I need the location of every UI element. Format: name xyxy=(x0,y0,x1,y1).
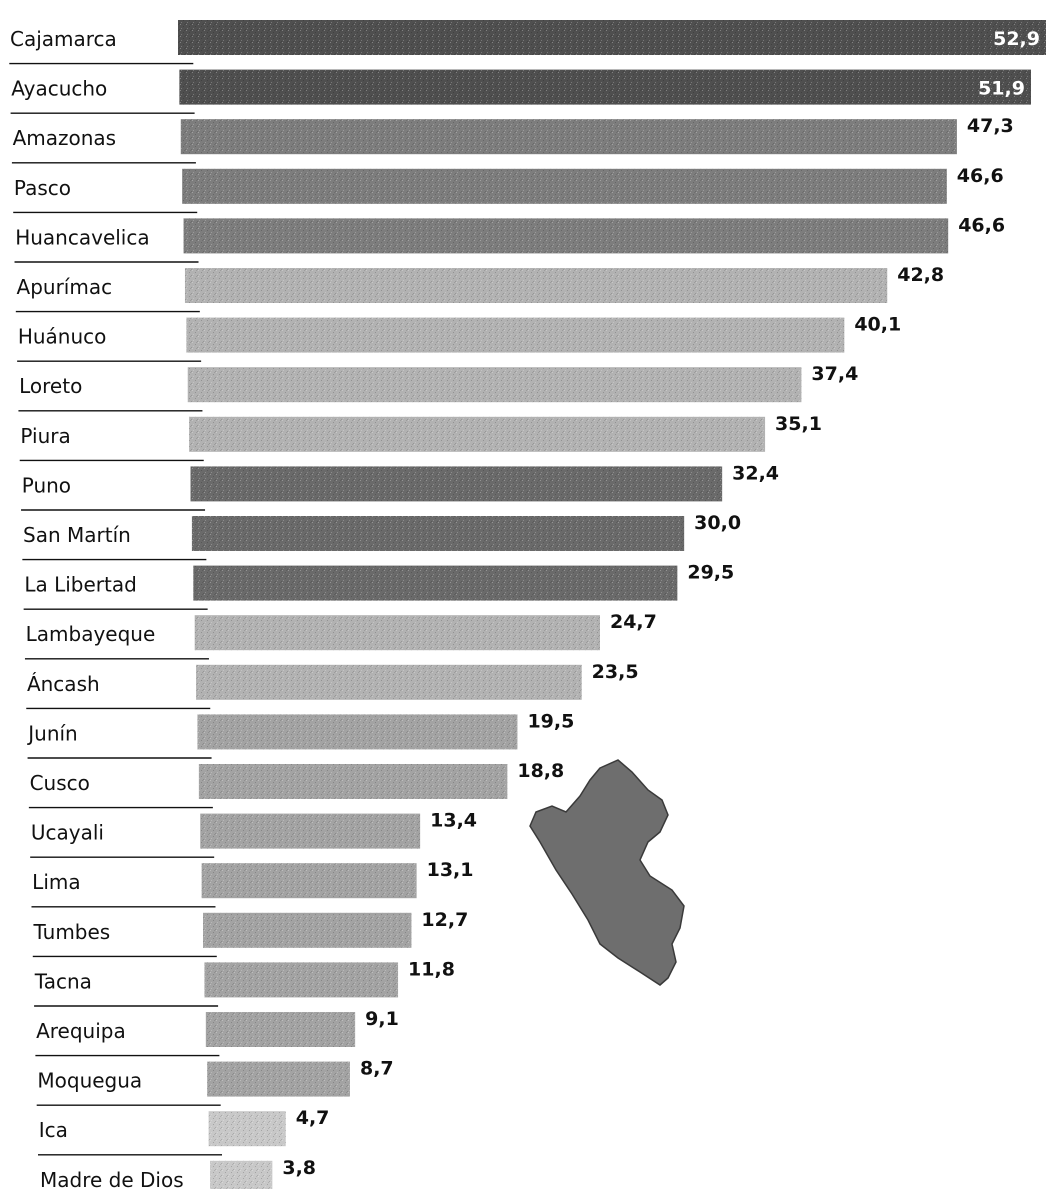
bars-group: Cajamarca 52,9 Ayacucho 51,9 Amazonas 47,3 Pas… xyxy=(9,20,1046,1189)
value-label: 40,1 xyxy=(854,314,901,336)
category-label: Tumbes xyxy=(32,920,110,944)
bar-texture xyxy=(207,1061,350,1097)
category-label: Lambayeque xyxy=(26,622,156,646)
value-label: 4,7 xyxy=(296,1107,330,1129)
value-label: 18,8 xyxy=(517,760,564,782)
value-label: 42,8 xyxy=(897,264,944,286)
category-label: Ica xyxy=(39,1118,68,1142)
category-label: La Libertad xyxy=(24,573,136,597)
bar-texture xyxy=(205,1012,356,1047)
value-label: 47,3 xyxy=(967,115,1014,137)
value-label: 8,7 xyxy=(360,1058,394,1080)
value-label: 9,1 xyxy=(365,1008,399,1030)
category-label: Pasco xyxy=(14,176,71,200)
bar-texture xyxy=(196,664,582,700)
category-label: Ucayali xyxy=(31,821,104,845)
bar-texture xyxy=(178,20,1046,55)
value-label: 23,5 xyxy=(592,661,639,683)
category-label: Puno xyxy=(22,473,71,497)
bar-texture xyxy=(187,367,802,403)
value-label: 29,5 xyxy=(687,562,734,584)
category-label: Cusco xyxy=(30,771,90,795)
bar-texture xyxy=(200,813,421,849)
category-label: Junín xyxy=(26,721,77,745)
category-label: San Martín xyxy=(23,523,131,547)
category-label: Moquegua xyxy=(37,1069,142,1093)
category-label: Arequipa xyxy=(36,1019,126,1043)
value-label: 24,7 xyxy=(610,611,657,633)
peru-map-shape xyxy=(529,759,685,986)
category-label: Huancavelica xyxy=(15,225,149,249)
category-label: Lima xyxy=(32,870,80,894)
value-label: 30,0 xyxy=(694,512,741,534)
bar-texture xyxy=(182,168,947,204)
value-label: 51,9 xyxy=(978,78,1025,100)
value-label: 35,1 xyxy=(775,413,822,435)
bar-texture xyxy=(190,466,723,502)
category-label: Tacna xyxy=(34,969,92,993)
bar-texture xyxy=(186,317,845,353)
bar-texture xyxy=(194,615,600,651)
peru-map-icon xyxy=(529,759,685,986)
bar-texture xyxy=(180,119,957,155)
value-label: 52,9 xyxy=(993,28,1040,50)
category-label: Ayacucho xyxy=(11,77,107,101)
category-label: Madre de Dios xyxy=(40,1168,184,1189)
value-label: 3,8 xyxy=(282,1157,316,1179)
category-label: Amazonas xyxy=(13,126,117,150)
value-label: 32,4 xyxy=(732,462,779,484)
bar-texture xyxy=(179,69,1031,105)
bar-texture xyxy=(201,863,417,899)
bar-texture xyxy=(198,764,508,799)
bar-texture xyxy=(203,912,412,948)
category-label: Piura xyxy=(20,424,70,448)
value-label: 13,1 xyxy=(427,859,474,881)
category-label: Apurímac xyxy=(17,275,113,299)
value-label: 37,4 xyxy=(811,363,858,385)
category-label: Cajamarca xyxy=(10,27,117,51)
category-label: Áncash xyxy=(27,672,100,696)
bar-texture xyxy=(183,218,949,254)
value-label: 13,4 xyxy=(430,810,477,832)
bar-texture xyxy=(208,1111,286,1147)
bar-texture xyxy=(210,1160,273,1189)
bar-texture xyxy=(189,416,766,452)
value-label: 19,5 xyxy=(527,710,574,732)
bar-texture xyxy=(197,714,518,750)
value-label: 46,6 xyxy=(957,165,1004,187)
category-label: Huánuco xyxy=(18,325,107,349)
value-label: 11,8 xyxy=(408,958,455,980)
value-label: 46,6 xyxy=(958,214,1005,236)
bar-texture xyxy=(191,516,685,551)
bar-texture xyxy=(193,565,678,601)
bar-texture xyxy=(204,962,399,998)
category-label: Loreto xyxy=(19,374,82,398)
bar-texture xyxy=(184,268,888,303)
value-label: 12,7 xyxy=(421,909,468,931)
